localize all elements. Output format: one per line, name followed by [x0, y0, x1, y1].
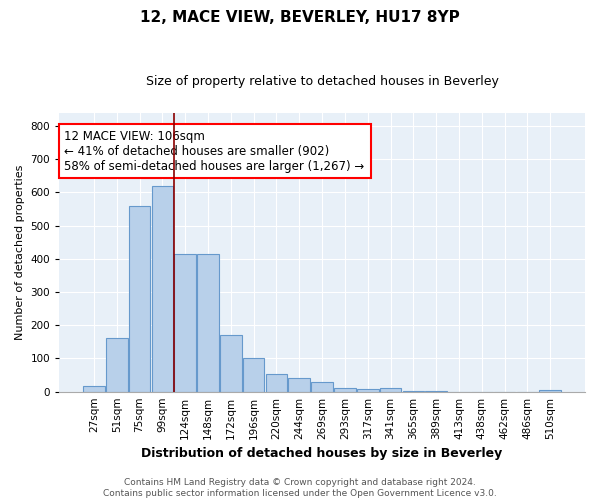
- Bar: [197, 254, 219, 392]
- Bar: [289, 378, 310, 392]
- Bar: [220, 335, 242, 392]
- Bar: [425, 391, 447, 392]
- Bar: [175, 254, 196, 392]
- Bar: [243, 358, 265, 392]
- X-axis label: Distribution of detached houses by size in Beverley: Distribution of detached houses by size …: [142, 447, 503, 460]
- Bar: [129, 206, 151, 392]
- Bar: [106, 338, 128, 392]
- Bar: [83, 386, 105, 392]
- Bar: [334, 388, 356, 392]
- Title: Size of property relative to detached houses in Beverley: Size of property relative to detached ho…: [146, 75, 499, 88]
- Text: 12, MACE VIEW, BEVERLEY, HU17 8YP: 12, MACE VIEW, BEVERLEY, HU17 8YP: [140, 10, 460, 25]
- Bar: [539, 390, 561, 392]
- Bar: [403, 391, 424, 392]
- Bar: [311, 382, 333, 392]
- Text: Contains HM Land Registry data © Crown copyright and database right 2024.
Contai: Contains HM Land Registry data © Crown c…: [103, 478, 497, 498]
- Bar: [266, 374, 287, 392]
- Bar: [357, 390, 379, 392]
- Y-axis label: Number of detached properties: Number of detached properties: [15, 164, 25, 340]
- Bar: [152, 186, 173, 392]
- Text: 12 MACE VIEW: 106sqm
← 41% of detached houses are smaller (902)
58% of semi-deta: 12 MACE VIEW: 106sqm ← 41% of detached h…: [64, 130, 365, 172]
- Bar: [380, 388, 401, 392]
